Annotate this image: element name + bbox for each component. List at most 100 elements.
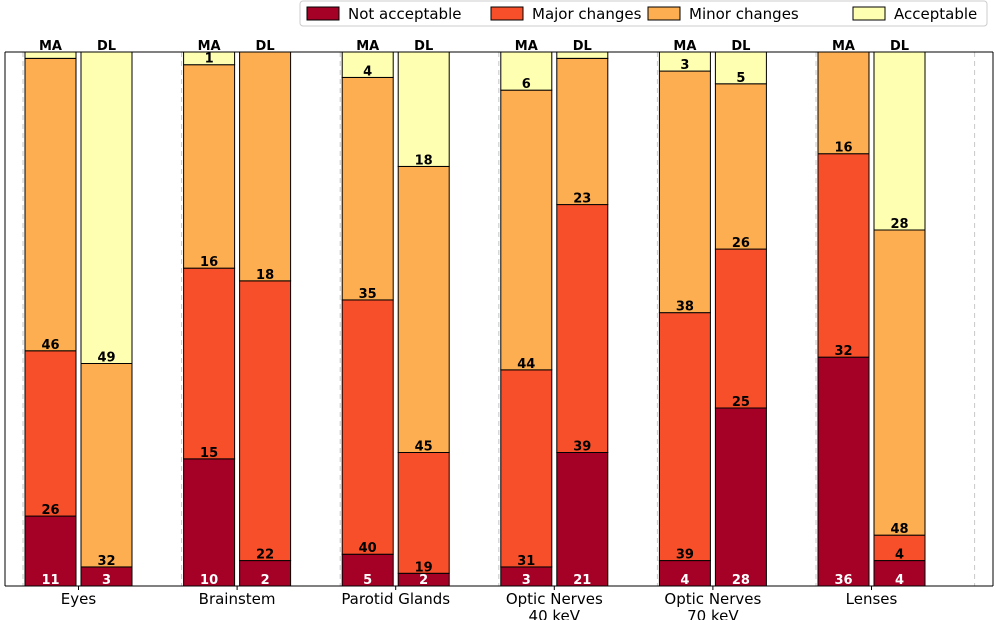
category-label-line: Brainstem [199,590,276,608]
bar-segment-minor-changes [239,51,292,282]
bar-value-label: 35 [359,287,377,302]
method-label-ma: MA [356,39,379,54]
bar-segment-not-acceptable [239,560,292,587]
bar-segment-minor-changes [714,83,767,250]
bar-value-label: 40 [359,541,377,556]
legend-swatch-minor-changes [647,6,681,21]
bar-value-label: 22 [256,548,274,563]
bar-segment-not-acceptable [24,515,77,587]
bar-value-label: 4 [895,548,904,563]
method-label-dl: DL [890,39,909,54]
category-label-line: Lenses [846,590,898,608]
bar-value-label: 28 [890,217,908,232]
bar-value-label: 32 [834,344,852,359]
method-labels: MA DL MA DL MA DL MA DL MA DL MA DL [39,39,909,54]
legend-label-minor-changes: Minor changes [689,5,799,23]
bar-value-label: 28 [732,573,750,588]
bar-segment-minor-changes [658,70,711,314]
method-label-ma: MA [198,39,221,54]
bar-value-label: 36 [834,573,852,588]
bar-value-label: 4 [895,573,904,588]
category-label-optic-nerves-70-kev: Optic Nerves 70 keV [664,590,761,620]
bar-segment-acceptable [397,51,450,167]
bar-value-label: 39 [573,440,591,455]
bar-value-label: 1 [205,52,214,67]
category-label-line: 70 keV [687,607,739,620]
bar-segment-major-changes [556,204,609,453]
bar-segment-not-acceptable [714,407,767,587]
bar-value-label: 6 [522,77,531,92]
bar-segment-major-changes [500,369,553,568]
bar-segment-major-changes [24,350,77,517]
bar-segment-minor-changes [341,76,394,301]
bar-value-label: 39 [676,548,694,563]
bar-segment-minor-changes [873,229,926,536]
category-label-line: Parotid Glands [341,590,450,608]
category-label-line: Optic Nerves [664,590,761,608]
legend-swatch-major-changes [490,6,524,21]
bar-value-label: 5 [363,573,372,588]
bar-segment-acceptable [80,51,133,364]
bar-value-label: 19 [415,560,433,575]
bar-segment-minor-changes [500,89,553,371]
bar-value-label: 15 [200,446,218,461]
bar-segment-acceptable [341,51,394,78]
bar-segment-acceptable [873,51,926,231]
category-label-brainstem: Brainstem [199,590,276,608]
category-label-lenses: Lenses [846,590,898,608]
bar-segment-minor-changes [24,57,77,352]
bar-segment-minor-changes [183,64,236,269]
bar-segment-major-changes [817,153,870,358]
bar-value-label: 23 [573,192,591,207]
plot-frame [4,51,994,587]
bar-value-label: 45 [415,440,433,455]
bar-segment-not-acceptable [556,452,609,587]
bar-value-label: 2 [419,573,428,588]
legend-label-acceptable: Acceptable [894,5,977,23]
bar-value-label: 3 [102,573,111,588]
bar-value-label: 3 [680,58,689,73]
legend-swatch-not-acceptable [306,6,340,21]
bar-value-label: 26 [732,236,750,251]
bar-value-label: 49 [97,351,115,366]
bar-value-label: 46 [41,338,59,353]
method-label-dl: DL [256,39,275,54]
bar-value-label: 48 [890,522,908,537]
bar-segment-major-changes [714,248,767,409]
bar-value-label: 18 [415,153,433,168]
legend-swatch-acceptable [852,6,886,21]
bar-segment-not-acceptable [817,356,870,587]
bar-segment-major-changes [658,312,711,562]
category-label-line: 40 keV [529,607,581,620]
bar-value-label: 38 [676,300,694,315]
legend-box [299,0,988,27]
method-label-dl: DL [97,39,116,54]
legend: Not acceptable Major changes Minor changes… [299,0,988,27]
group-separators [22,52,976,586]
bar-segment-not-acceptable [183,458,236,587]
bars-layer [24,51,926,587]
bar-value-label: 25 [732,395,750,410]
bar-value-label: 44 [517,357,535,372]
bar-segment-major-changes [873,534,926,562]
bar-value-label: 21 [573,573,591,588]
bar-segment-minor-changes [817,51,870,155]
category-label-optic-nerves-40-kev: Optic Nerves 40 keV [506,590,603,620]
bar-value-label: 4 [680,573,689,588]
category-label-parotid-glands: Parotid Glands [341,590,450,608]
bar-value-label: 16 [200,255,218,270]
bar-segment-minor-changes [397,165,450,454]
legend-label-major-changes: Major changes [532,5,642,23]
bar-value-label: 11 [41,573,59,588]
bar-value-labels: 1126463324910151612221854035421945183314… [41,52,908,588]
bar-value-label: 4 [363,64,372,79]
bar-value-label: 5 [736,71,745,86]
method-label-dl: DL [731,39,750,54]
method-label-ma: MA [515,39,538,54]
bar-value-label: 31 [517,554,535,569]
category-label-line: Optic Nerves [506,590,603,608]
bar-value-label: 16 [834,141,852,156]
bar-segment-minor-changes [556,57,609,206]
bar-segment-not-acceptable [873,560,926,587]
